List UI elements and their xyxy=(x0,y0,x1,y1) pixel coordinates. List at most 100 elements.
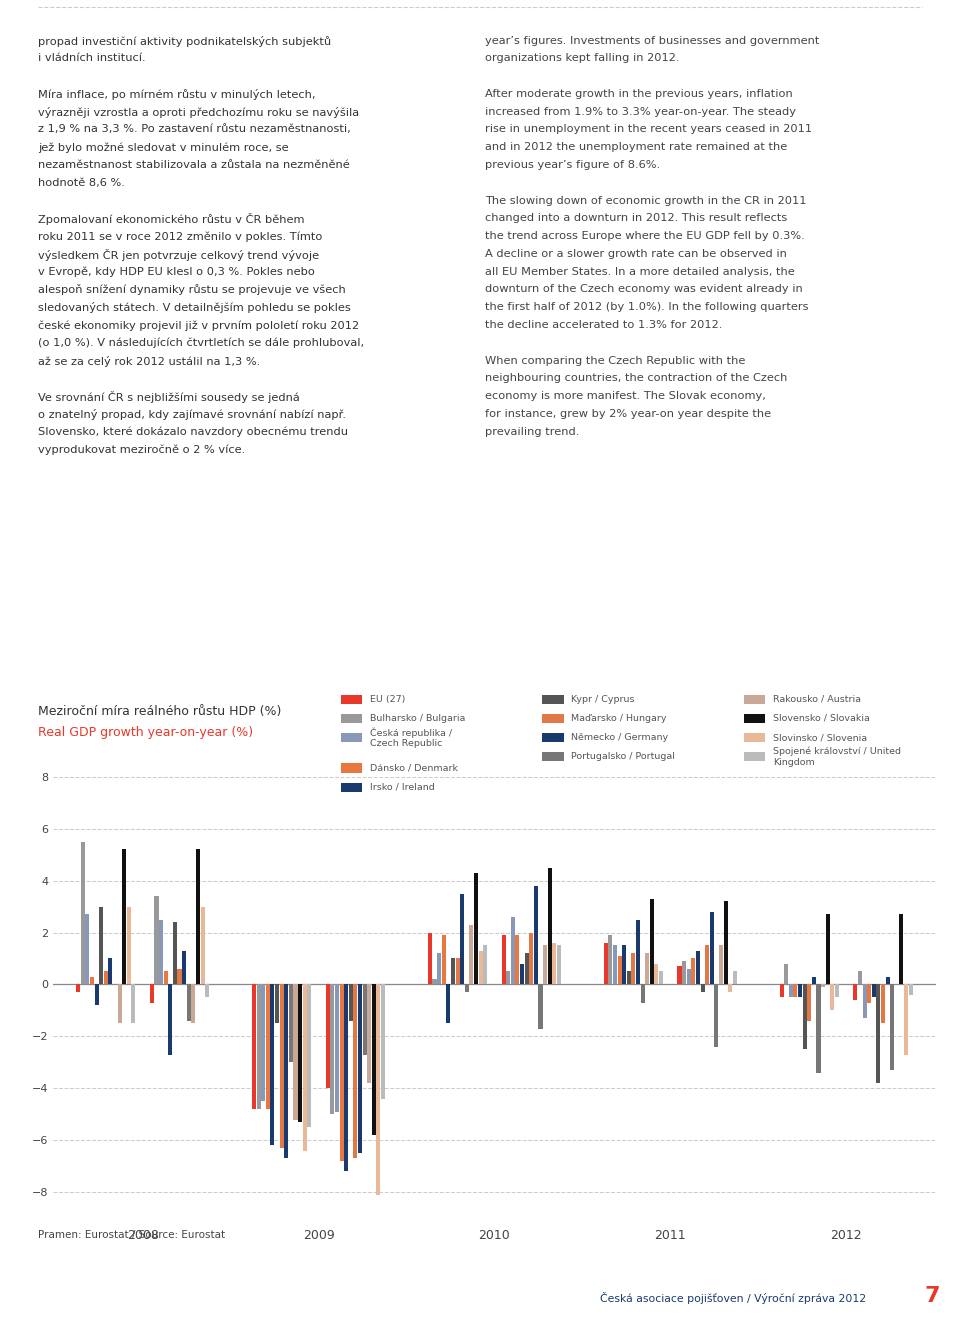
Bar xyxy=(302,985,307,1151)
Bar xyxy=(325,985,330,1088)
Bar xyxy=(353,985,357,1159)
Bar xyxy=(900,914,903,985)
Bar xyxy=(830,985,834,1010)
Bar xyxy=(705,946,709,985)
Bar xyxy=(728,985,732,992)
Text: economy is more manifest. The Slovak economy,: economy is more manifest. The Slovak eco… xyxy=(485,391,766,402)
Bar xyxy=(266,985,270,1109)
Bar xyxy=(719,946,723,985)
Text: Portugalsko / Portugal: Portugalsko / Portugal xyxy=(571,752,675,761)
Bar xyxy=(816,985,821,1073)
Bar xyxy=(789,985,793,997)
Bar xyxy=(622,946,626,985)
Text: When comparing the Czech Republic with the: When comparing the Czech Republic with t… xyxy=(485,356,745,366)
Bar xyxy=(655,964,659,985)
Text: increased from 1.9% to 3.3% year-on-year. The steady: increased from 1.9% to 3.3% year-on-year… xyxy=(485,107,796,117)
Text: the decline accelerated to 1.3% for 2012.: the decline accelerated to 1.3% for 2012… xyxy=(485,320,722,331)
Bar xyxy=(191,985,196,1023)
Bar xyxy=(474,873,478,985)
Bar xyxy=(876,985,880,1083)
Text: Meziroční míra reálného růstu HDP (%): Meziroční míra reálného růstu HDP (%) xyxy=(38,705,282,718)
Text: až se za celý rok 2012 ustálil na 1,3 %.: až se za celý rok 2012 ustálil na 1,3 %. xyxy=(38,356,261,366)
Bar xyxy=(340,985,344,1162)
Text: Zpomalovaní ekonomického růstu v ČR během: Zpomalovaní ekonomického růstu v ČR běhe… xyxy=(38,213,305,225)
Bar xyxy=(117,985,122,1023)
Bar xyxy=(682,961,686,985)
Bar xyxy=(501,935,506,985)
Text: organizations kept falling in 2012.: organizations kept falling in 2012. xyxy=(485,53,680,63)
Bar xyxy=(275,985,279,1023)
Text: The slowing down of economic growth in the CR in 2011: The slowing down of economic growth in t… xyxy=(485,196,806,205)
Bar xyxy=(150,985,154,1002)
Bar xyxy=(908,985,913,994)
Bar xyxy=(372,985,376,1135)
Bar xyxy=(469,925,473,985)
Bar xyxy=(159,919,163,985)
Bar xyxy=(155,896,158,985)
Bar xyxy=(348,985,353,1021)
Bar xyxy=(442,935,445,985)
Bar xyxy=(460,893,465,985)
Bar xyxy=(612,946,617,985)
Bar xyxy=(168,985,173,1055)
Bar xyxy=(465,985,468,992)
Bar xyxy=(732,972,737,985)
Bar xyxy=(821,985,826,986)
Bar xyxy=(163,972,168,985)
Bar xyxy=(511,917,515,985)
Bar xyxy=(483,946,488,985)
Bar xyxy=(205,985,209,997)
Text: for instance, grew by 2% year-on year despite the: for instance, grew by 2% year-on year de… xyxy=(485,408,771,419)
Text: Rakousko / Austria: Rakousko / Austria xyxy=(773,695,861,703)
Bar xyxy=(367,985,372,1083)
Bar xyxy=(289,985,293,1063)
Bar xyxy=(478,951,483,985)
Bar xyxy=(451,959,455,985)
Bar xyxy=(617,956,622,985)
Bar xyxy=(455,959,460,985)
Bar xyxy=(645,954,649,985)
Bar xyxy=(678,967,682,985)
Bar xyxy=(428,932,432,985)
Bar xyxy=(780,985,783,997)
Bar xyxy=(294,985,298,1119)
Bar xyxy=(798,985,803,997)
Bar xyxy=(520,964,524,985)
Bar xyxy=(381,985,385,1098)
Text: Bulharsko / Bulgaria: Bulharsko / Bulgaria xyxy=(370,714,465,723)
Bar xyxy=(261,985,265,1101)
Text: propad investiční aktivity podnikatelských subjektů: propad investiční aktivity podnikatelský… xyxy=(38,36,331,46)
Bar xyxy=(344,985,348,1172)
Bar xyxy=(99,906,104,985)
Bar xyxy=(701,985,705,992)
Bar xyxy=(835,985,839,997)
Bar xyxy=(686,969,691,985)
Text: After moderate growth in the previous years, inflation: After moderate growth in the previous ye… xyxy=(485,90,793,99)
Text: z 1,9 % na 3,3 %. Po zastavení růstu nezaměstnanosti,: z 1,9 % na 3,3 %. Po zastavení růstu nez… xyxy=(38,124,351,134)
Bar xyxy=(627,972,631,985)
Text: Slovensko, které dokázalo navzdory obecnému trendu: Slovensko, které dokázalo navzdory obecn… xyxy=(38,427,348,437)
Text: české ekonomiky projevil již v prvním pololetí roku 2012: české ekonomiky projevil již v prvním po… xyxy=(38,320,360,331)
Bar xyxy=(298,985,302,1122)
Bar xyxy=(659,972,663,985)
Text: Real GDP growth year-on-year (%): Real GDP growth year-on-year (%) xyxy=(38,726,253,739)
Bar xyxy=(284,985,288,1159)
Bar xyxy=(437,954,442,985)
Bar xyxy=(885,977,890,985)
Text: EU (27): EU (27) xyxy=(370,695,405,703)
Bar xyxy=(81,842,84,985)
Text: hodnotě 8,6 %.: hodnotě 8,6 %. xyxy=(38,178,125,188)
Text: and in 2012 the unemployment rate remained at the: and in 2012 the unemployment rate remain… xyxy=(485,142,787,153)
Text: vyprodukovat meziročně o 2 % více.: vyprodukovat meziročně o 2 % více. xyxy=(38,445,246,454)
Text: previous year’s figure of 8.6%.: previous year’s figure of 8.6%. xyxy=(485,159,660,170)
Text: sledovaných státech. V detailnějším pohledu se pokles: sledovaných státech. V detailnějším pohl… xyxy=(38,303,351,313)
Text: Dánsko / Denmark: Dánsko / Denmark xyxy=(370,764,458,773)
Text: prevailing trend.: prevailing trend. xyxy=(485,427,579,437)
Text: Česká republika /
Czech Republic: Česká republika / Czech Republic xyxy=(370,727,452,748)
Text: Ve srovnání ČR s nejbližšími sousedy se jedná: Ve srovnání ČR s nejbližšími sousedy se … xyxy=(38,391,300,403)
Bar xyxy=(803,985,806,1050)
Bar xyxy=(793,985,798,997)
Bar xyxy=(90,977,94,985)
Bar xyxy=(543,946,547,985)
Bar xyxy=(724,901,728,985)
